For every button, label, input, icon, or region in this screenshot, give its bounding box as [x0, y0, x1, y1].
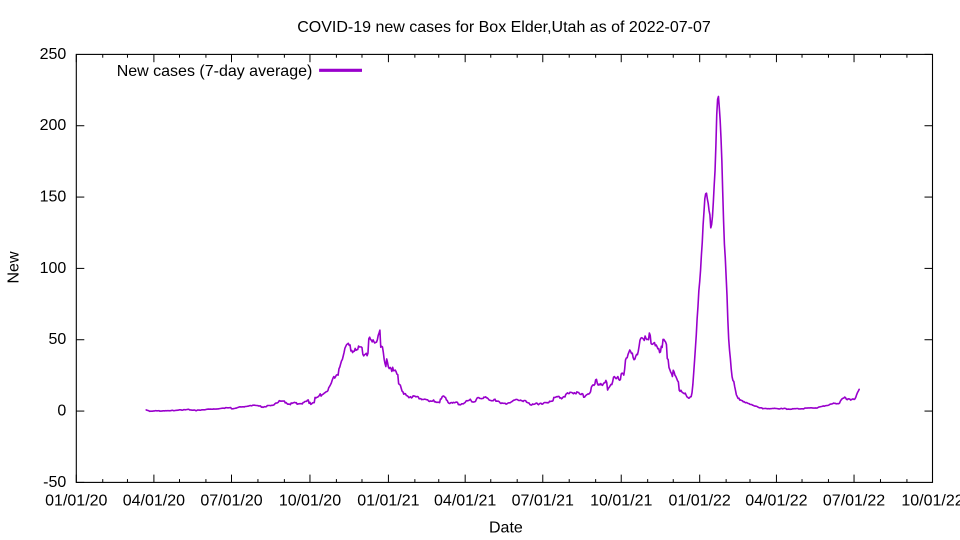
svg-text:250: 250: [40, 46, 67, 63]
svg-text:01/01/22: 01/01/22: [669, 492, 731, 509]
svg-text:-50: -50: [43, 474, 66, 491]
svg-text:01/01/21: 01/01/21: [357, 492, 419, 509]
svg-text:New: New: [6, 251, 23, 283]
svg-text:04/01/20: 04/01/20: [123, 492, 185, 509]
svg-text:04/01/21: 04/01/21: [434, 492, 496, 509]
svg-text:0: 0: [57, 403, 66, 420]
svg-text:10/01/20: 10/01/20: [279, 492, 341, 509]
svg-text:07/01/21: 07/01/21: [512, 492, 574, 509]
svg-text:New cases (7-day average): New cases (7-day average): [117, 63, 313, 80]
svg-text:10/01/22: 10/01/22: [901, 492, 960, 509]
svg-text:01/01/20: 01/01/20: [45, 492, 107, 509]
svg-text:150: 150: [40, 189, 67, 206]
svg-text:COVID-19 new cases for Box Eld: COVID-19 new cases for Box Elder,Utah as…: [297, 19, 711, 36]
svg-text:100: 100: [40, 260, 67, 277]
svg-text:200: 200: [40, 117, 67, 134]
svg-text:10/01/21: 10/01/21: [590, 492, 652, 509]
svg-text:Date: Date: [489, 519, 523, 536]
svg-text:04/01/22: 04/01/22: [745, 492, 807, 509]
svg-text:50: 50: [49, 331, 67, 348]
svg-text:07/01/20: 07/01/20: [200, 492, 262, 509]
svg-text:07/01/22: 07/01/22: [823, 492, 885, 509]
